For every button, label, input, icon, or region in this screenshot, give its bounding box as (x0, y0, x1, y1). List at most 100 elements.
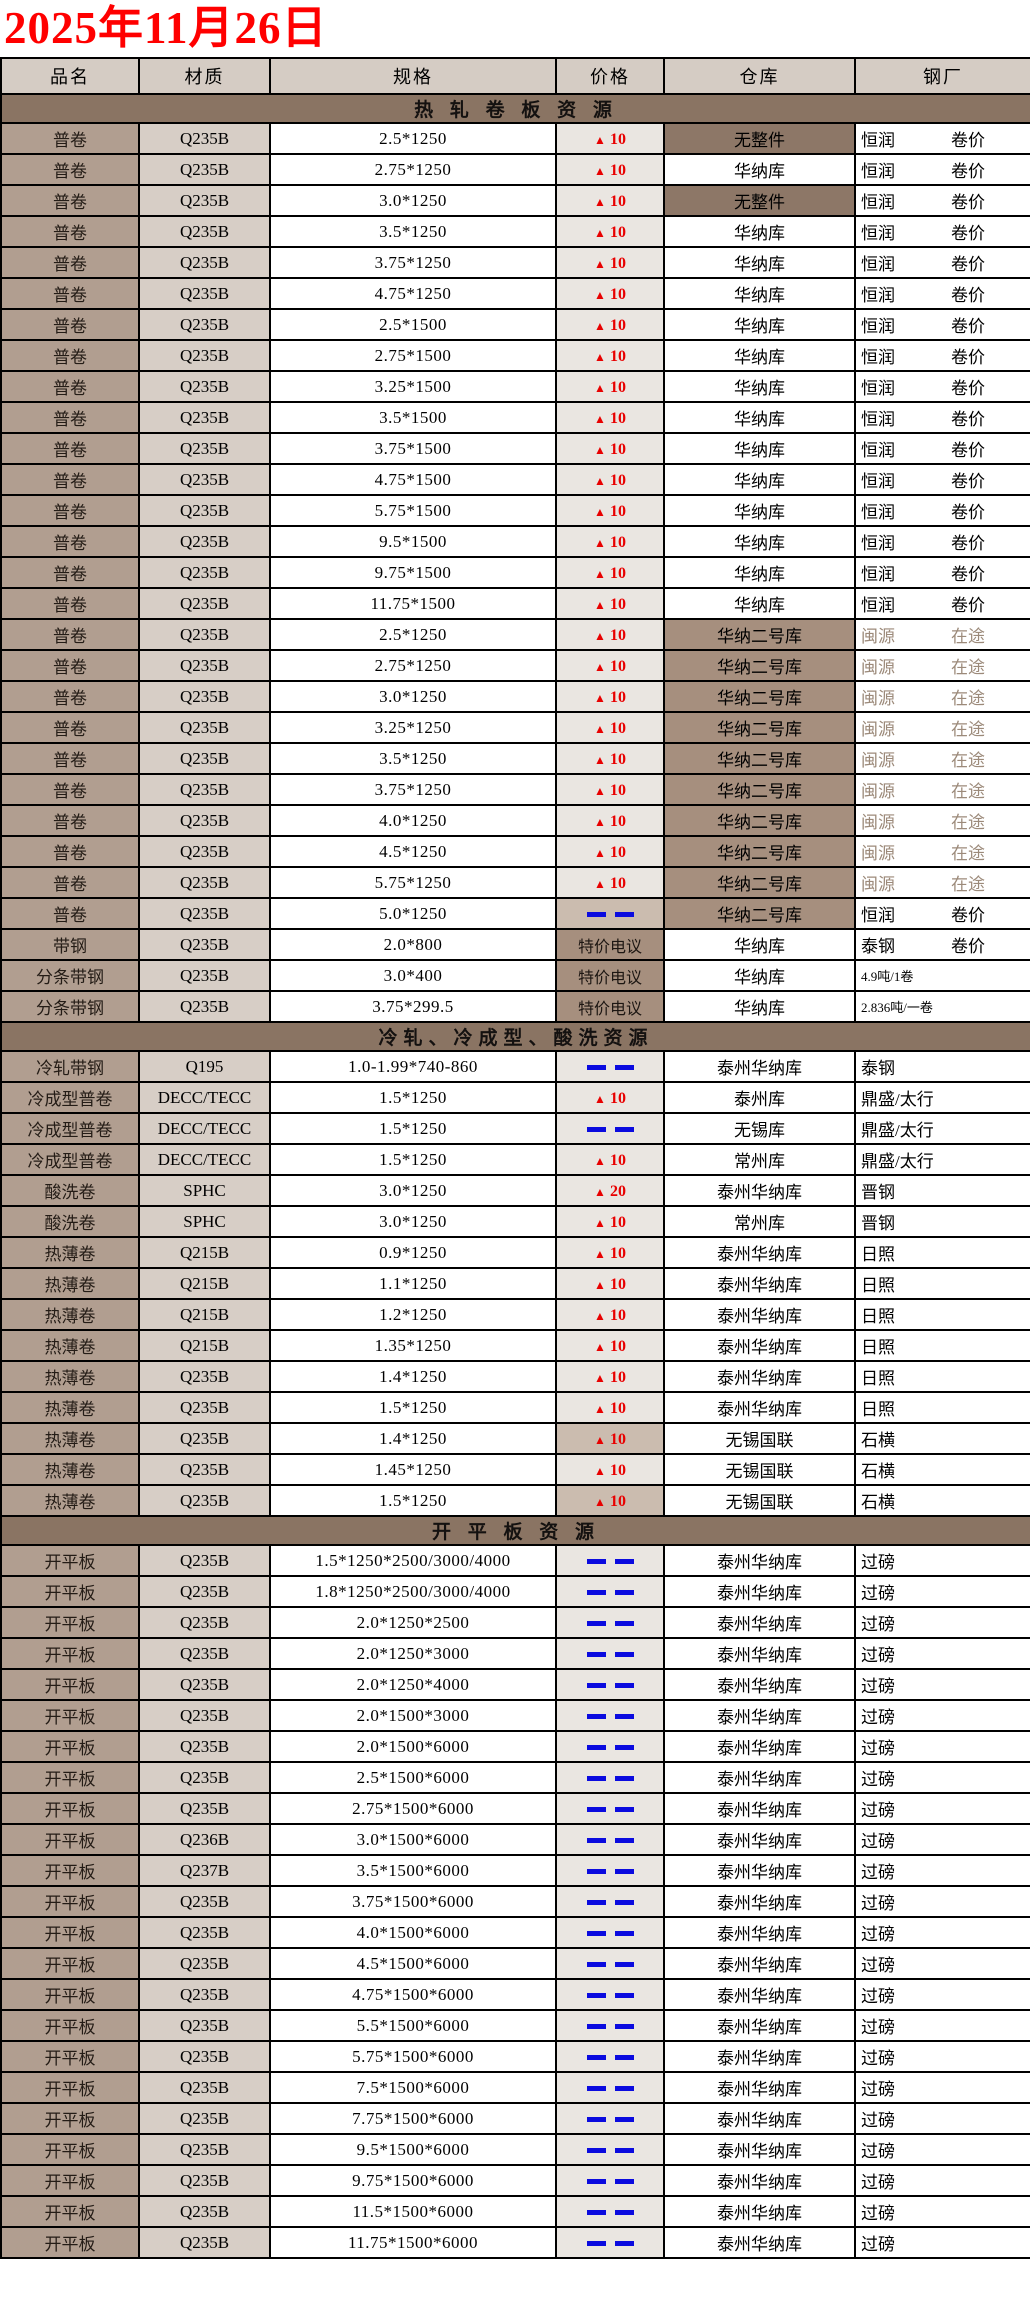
cell-warehouse: 华纳库 (663, 432, 856, 465)
cell-product: 普卷 (0, 835, 140, 868)
cell-spec: 11.75*1500*6000 (269, 2226, 557, 2259)
cell-spec: 3.0*400 (269, 959, 557, 992)
cell-price (555, 2071, 665, 2104)
cell-warehouse: 华纳库 (663, 494, 856, 527)
cell-mill: 过磅 (854, 2102, 1030, 2135)
table-row: 普卷 Q235B 2.75*1500 ▲ 10 华纳库 恒润 卷价 (0, 339, 1030, 372)
mill-name: 过磅 (861, 1863, 895, 1882)
table-row: 热薄卷 Q235B 1.45*1250 ▲ 10 无锡国联 石横 (0, 1453, 1030, 1486)
cell-spec: 4.0*1250 (269, 804, 557, 837)
page-title: 2025年11月26日 (4, 3, 328, 53)
table-row: 热薄卷 Q235B 1.4*1250 ▲ 10 泰州华纳库 日照 (0, 1360, 1030, 1393)
cell-mill: 闽源 在途 (854, 618, 1030, 651)
table-row: 开平板 Q235B 2.5*1500*6000 泰州华纳库 过磅 (0, 1761, 1030, 1794)
cell-warehouse: 华纳库 (663, 339, 856, 372)
cell-warehouse: 泰州华纳库 (663, 2164, 856, 2197)
mill-name: 过磅 (861, 1677, 895, 1696)
cell-grade: Q235B (138, 246, 271, 279)
cell-mill: 鼎盛/太行 (854, 1081, 1030, 1114)
mill-name: 恒润 (861, 193, 895, 212)
table-row: 普卷 Q235B 5.75*1500 ▲ 10 华纳库 恒润 卷价 (0, 494, 1030, 527)
cell-spec: 9.5*1500*6000 (269, 2133, 557, 2166)
cell-grade: Q235B (138, 2226, 271, 2259)
cell-spec: 9.75*1500*6000 (269, 2164, 557, 2197)
cell-warehouse: 华纳二号库 (663, 773, 856, 806)
cell-grade: Q215B (138, 1267, 271, 1300)
cell-grade: Q235B (138, 649, 271, 682)
table-row: 热薄卷 Q235B 1.4*1250 ▲ 10 无锡国联 石横 (0, 1422, 1030, 1455)
cell-spec: 1.5*1250 (269, 1391, 557, 1424)
cell-grade: DECC/TECC (138, 1081, 271, 1114)
mill-name: 过磅 (861, 1739, 895, 1758)
mill-name: 恒润 (861, 286, 895, 305)
cell-warehouse: 无锡国联 (663, 1484, 856, 1517)
table-row: 开平板 Q235B 2.0*1500*6000 泰州华纳库 过磅 (0, 1730, 1030, 1763)
cell-grade: Q235B (138, 990, 271, 1023)
cell-warehouse: 泰州华纳库 (663, 1978, 856, 2011)
table-row: 开平板 Q235B 11.5*1500*6000 泰州华纳库 过磅 (0, 2195, 1030, 2228)
cell-warehouse: 泰州华纳库 (663, 1699, 856, 1732)
cell-spec: 4.75*1500*6000 (269, 1978, 557, 2011)
cell-spec: 3.0*1250 (269, 1174, 557, 1207)
cell-spec: 1.45*1250 (269, 1453, 557, 1486)
cell-mill: 闽源 在途 (854, 742, 1030, 775)
price-dash-icon (586, 912, 634, 918)
cell-product: 开平板 (0, 1978, 140, 2011)
cell-warehouse: 华纳库 (663, 525, 856, 558)
cell-product: 开平板 (0, 1916, 140, 1949)
mill-note: 卷价 (951, 255, 985, 274)
price-dash-icon (586, 1590, 634, 1596)
table-row: 普卷 Q235B 3.75*1250 ▲ 10 华纳库 恒润 卷价 (0, 246, 1030, 279)
cell-spec: 2.5*1250 (269, 122, 557, 155)
cell-mill: 过磅 (854, 1978, 1030, 2011)
section-header: 开 平 板 资 源 (0, 1515, 1030, 1546)
cell-grade: Q235B (138, 680, 271, 713)
cell-mill: 恒润 卷价 (854, 153, 1030, 186)
cell-spec: 4.5*1250 (269, 835, 557, 868)
cell-grade: Q235B (138, 1606, 271, 1639)
price-dash-icon (586, 1065, 634, 1071)
up-arrow-icon: ▲ (594, 876, 606, 891)
cell-grade: Q235B (138, 2009, 271, 2042)
cell-grade: DECC/TECC (138, 1112, 271, 1145)
mill-name: 过磅 (861, 2049, 895, 2068)
cell-price: ▲ 10 (555, 1081, 665, 1114)
cell-mill: 石横 (854, 1453, 1030, 1486)
mill-note: 卷价 (951, 410, 985, 429)
up-arrow-icon: ▲ (594, 535, 606, 550)
cell-product: 开平板 (0, 2102, 140, 2135)
up-arrow-icon: ▲ (594, 380, 606, 395)
price-dash-icon (586, 2055, 634, 2061)
cell-product: 开平板 (0, 1699, 140, 1732)
mill-note: 卷价 (951, 906, 985, 925)
cell-mill: 恒润 卷价 (854, 463, 1030, 496)
cell-warehouse: 泰州华纳库 (663, 1174, 856, 1207)
cell-product: 普卷 (0, 680, 140, 713)
cell-price (555, 2009, 665, 2042)
cell-grade: Q235B (138, 1391, 271, 1424)
cell-spec: 5.5*1500*6000 (269, 2009, 557, 2042)
section-header: 冷轧、冷成型、酸洗资源 (0, 1021, 1030, 1052)
cell-grade: Q235B (138, 1484, 271, 1517)
table-row: 开平板 Q235B 5.5*1500*6000 泰州华纳库 过磅 (0, 2009, 1030, 2042)
cell-product: 冷轧带钢 (0, 1050, 140, 1083)
mill-note: 卷价 (951, 286, 985, 305)
cell-mill: 过磅 (854, 2195, 1030, 2228)
price-dash-icon (586, 1714, 634, 1720)
cell-price (555, 1637, 665, 1670)
mill-name: 日照 (861, 1369, 895, 1388)
cell-price: ▲ 10 (555, 277, 665, 310)
cell-product: 普卷 (0, 711, 140, 744)
cell-spec: 3.5*1250 (269, 215, 557, 248)
cell-mill: 过磅 (854, 1730, 1030, 1763)
up-arrow-icon: ▲ (594, 814, 606, 829)
cell-warehouse: 泰州华纳库 (663, 2195, 856, 2228)
cell-product: 普卷 (0, 556, 140, 589)
up-arrow-icon: ▲ (594, 783, 606, 798)
cell-spec: 3.25*1250 (269, 711, 557, 744)
table-row: 开平板 Q235B 1.8*1250*2500/3000/4000 泰州华纳库 过磅 (0, 1575, 1030, 1608)
cell-warehouse: 泰州华纳库 (663, 1637, 856, 1670)
mill-name: 泰钢 (861, 1059, 895, 1078)
cell-warehouse: 无锡国联 (663, 1422, 856, 1455)
price-dash-icon (586, 1869, 634, 1875)
